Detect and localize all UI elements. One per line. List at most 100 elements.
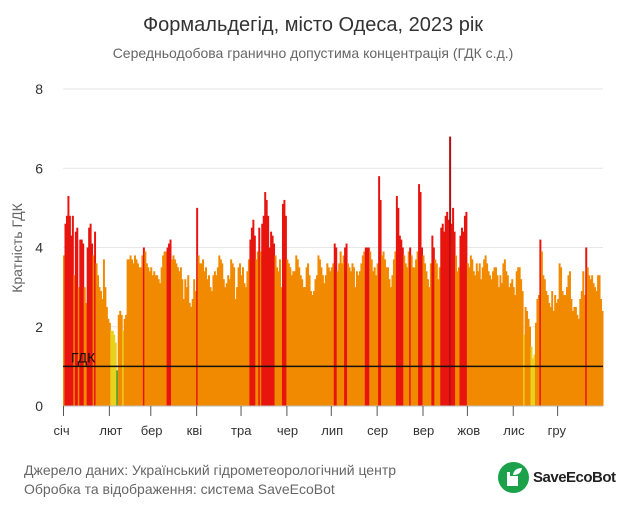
- bar: [379, 199, 382, 406]
- bar: [443, 231, 446, 406]
- bar: [277, 271, 280, 406]
- bar: [413, 267, 416, 406]
- bar: [352, 267, 355, 406]
- bar: [244, 287, 247, 406]
- bar: [567, 275, 570, 406]
- bar: [434, 259, 437, 406]
- logo-text: SaveEcoBot: [533, 469, 616, 486]
- bar: [469, 255, 472, 406]
- bar: [509, 283, 512, 406]
- bar: [175, 263, 178, 406]
- chart-subtitle: Середньодобова гранично допустима концен…: [112, 45, 514, 61]
- bar: [169, 239, 172, 406]
- y-axis-title: Кратність ГДК: [9, 202, 25, 292]
- bar: [138, 267, 141, 406]
- bar: [246, 271, 249, 406]
- bar: [595, 291, 598, 406]
- bar: [188, 302, 191, 406]
- bar: [592, 283, 595, 406]
- bar: [168, 243, 171, 406]
- bar: [259, 251, 262, 406]
- bar: [384, 259, 387, 406]
- bar: [514, 295, 517, 406]
- bar: [287, 263, 290, 406]
- bar: [82, 243, 85, 406]
- bar: [222, 279, 225, 406]
- y-tick-label: 0: [35, 398, 43, 414]
- bar: [173, 259, 176, 406]
- bar: [205, 267, 208, 406]
- bar: [367, 247, 370, 406]
- bar: [147, 267, 150, 406]
- bar: [472, 271, 475, 406]
- bar: [126, 259, 129, 406]
- bar: [111, 330, 114, 406]
- bar: [98, 287, 101, 406]
- bar: [258, 227, 261, 406]
- bar: [274, 255, 277, 406]
- bar: [497, 287, 500, 406]
- bar: [165, 251, 168, 406]
- bar: [298, 267, 301, 406]
- bar: [462, 231, 465, 406]
- bar: [530, 346, 533, 406]
- x-tick-label: вер: [413, 423, 434, 438]
- bar: [321, 275, 324, 406]
- bar: [536, 299, 539, 406]
- bars: [63, 136, 604, 407]
- bar: [307, 263, 310, 406]
- bar: [577, 318, 580, 406]
- bar: [521, 291, 524, 406]
- bar: [432, 247, 435, 406]
- bar: [85, 302, 88, 406]
- bar: [511, 279, 514, 406]
- bar: [176, 267, 179, 406]
- bar: [117, 314, 120, 406]
- bar: [487, 271, 490, 406]
- bar: [279, 259, 281, 406]
- bar: [70, 235, 73, 406]
- bar: [517, 267, 520, 406]
- bar: [418, 184, 421, 406]
- bar: [120, 314, 123, 406]
- bar: [355, 271, 358, 406]
- bar: [354, 287, 357, 406]
- bar: [546, 295, 549, 406]
- bar: [122, 330, 125, 406]
- bar: [564, 295, 567, 406]
- bar: [500, 283, 503, 406]
- bar: [318, 259, 321, 406]
- bar: [348, 267, 351, 406]
- bar: [388, 279, 391, 406]
- bar: [329, 271, 332, 406]
- bar: [571, 310, 574, 406]
- bar: [73, 275, 76, 406]
- bar: [484, 255, 487, 406]
- bar: [199, 263, 202, 406]
- bar: [456, 271, 459, 406]
- bar: [520, 279, 523, 406]
- bar: [416, 251, 419, 406]
- bar: [237, 267, 240, 406]
- bar: [415, 259, 418, 406]
- bar: [438, 267, 441, 406]
- bar: [202, 259, 205, 406]
- bar: [230, 259, 233, 406]
- bar: [344, 247, 347, 406]
- bar: [107, 318, 110, 406]
- bar: [101, 299, 104, 406]
- bar: [481, 267, 484, 406]
- bar: [302, 287, 305, 406]
- saveecobot-logo: SaveEcoBot: [498, 462, 616, 493]
- bar: [99, 291, 102, 406]
- bar: [401, 247, 404, 406]
- bar: [83, 287, 86, 406]
- bar: [243, 283, 246, 406]
- bar: [395, 195, 398, 406]
- bar: [261, 223, 264, 406]
- bar: [110, 330, 113, 406]
- bar: [449, 136, 452, 407]
- bar: [447, 219, 450, 406]
- bar: [286, 259, 289, 406]
- bar: [89, 223, 92, 406]
